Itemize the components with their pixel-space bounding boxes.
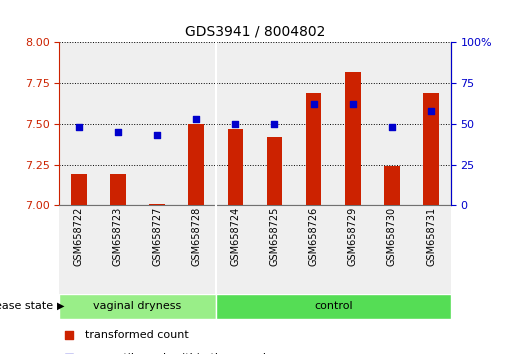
- Bar: [372, 205, 411, 294]
- Text: ▶: ▶: [57, 301, 64, 311]
- Text: GSM658729: GSM658729: [348, 207, 358, 266]
- Bar: [110, 175, 126, 205]
- Bar: [59, 205, 98, 294]
- Bar: [177, 205, 216, 294]
- Text: GSM658723: GSM658723: [113, 207, 123, 266]
- Point: [310, 102, 318, 107]
- Bar: [98, 205, 138, 294]
- Bar: [423, 93, 439, 205]
- Point: [65, 332, 73, 338]
- Bar: [411, 42, 451, 205]
- Bar: [411, 205, 451, 294]
- Text: GSM658725: GSM658725: [269, 207, 280, 267]
- Text: GSM658731: GSM658731: [426, 207, 436, 266]
- Bar: [294, 205, 333, 294]
- Bar: [188, 124, 204, 205]
- Point: [231, 121, 239, 127]
- Point: [75, 124, 83, 130]
- Text: disease state: disease state: [0, 301, 57, 311]
- Bar: [384, 166, 400, 205]
- Bar: [177, 42, 216, 205]
- Text: GSM658730: GSM658730: [387, 207, 397, 266]
- Bar: [59, 294, 216, 319]
- Bar: [149, 204, 165, 205]
- Point: [192, 116, 200, 122]
- Bar: [216, 294, 451, 319]
- Bar: [372, 42, 411, 205]
- Text: GSM658727: GSM658727: [152, 207, 162, 267]
- Point: [153, 132, 161, 138]
- Point: [114, 129, 122, 135]
- Bar: [98, 42, 138, 205]
- Text: GSM658726: GSM658726: [308, 207, 319, 266]
- Bar: [294, 42, 333, 205]
- Bar: [255, 42, 294, 205]
- Point: [349, 102, 357, 107]
- Point: [270, 121, 279, 127]
- Text: percentile rank within the sample: percentile rank within the sample: [84, 353, 272, 354]
- Bar: [255, 205, 294, 294]
- Bar: [228, 129, 243, 205]
- Bar: [138, 205, 177, 294]
- Point: [427, 108, 435, 114]
- Text: transformed count: transformed count: [84, 330, 188, 340]
- Text: GSM658728: GSM658728: [191, 207, 201, 266]
- Bar: [138, 42, 177, 205]
- Bar: [333, 42, 372, 205]
- Bar: [345, 72, 360, 205]
- Text: GSM658724: GSM658724: [230, 207, 241, 266]
- Bar: [71, 175, 87, 205]
- Text: GSM658722: GSM658722: [74, 207, 84, 267]
- Bar: [333, 205, 372, 294]
- Point: [388, 124, 396, 130]
- Bar: [267, 137, 282, 205]
- Bar: [306, 93, 321, 205]
- Bar: [216, 205, 255, 294]
- Bar: [216, 42, 255, 205]
- Text: vaginal dryness: vaginal dryness: [93, 301, 182, 311]
- Text: control: control: [314, 301, 352, 311]
- Title: GDS3941 / 8004802: GDS3941 / 8004802: [185, 24, 325, 39]
- Bar: [59, 42, 98, 205]
